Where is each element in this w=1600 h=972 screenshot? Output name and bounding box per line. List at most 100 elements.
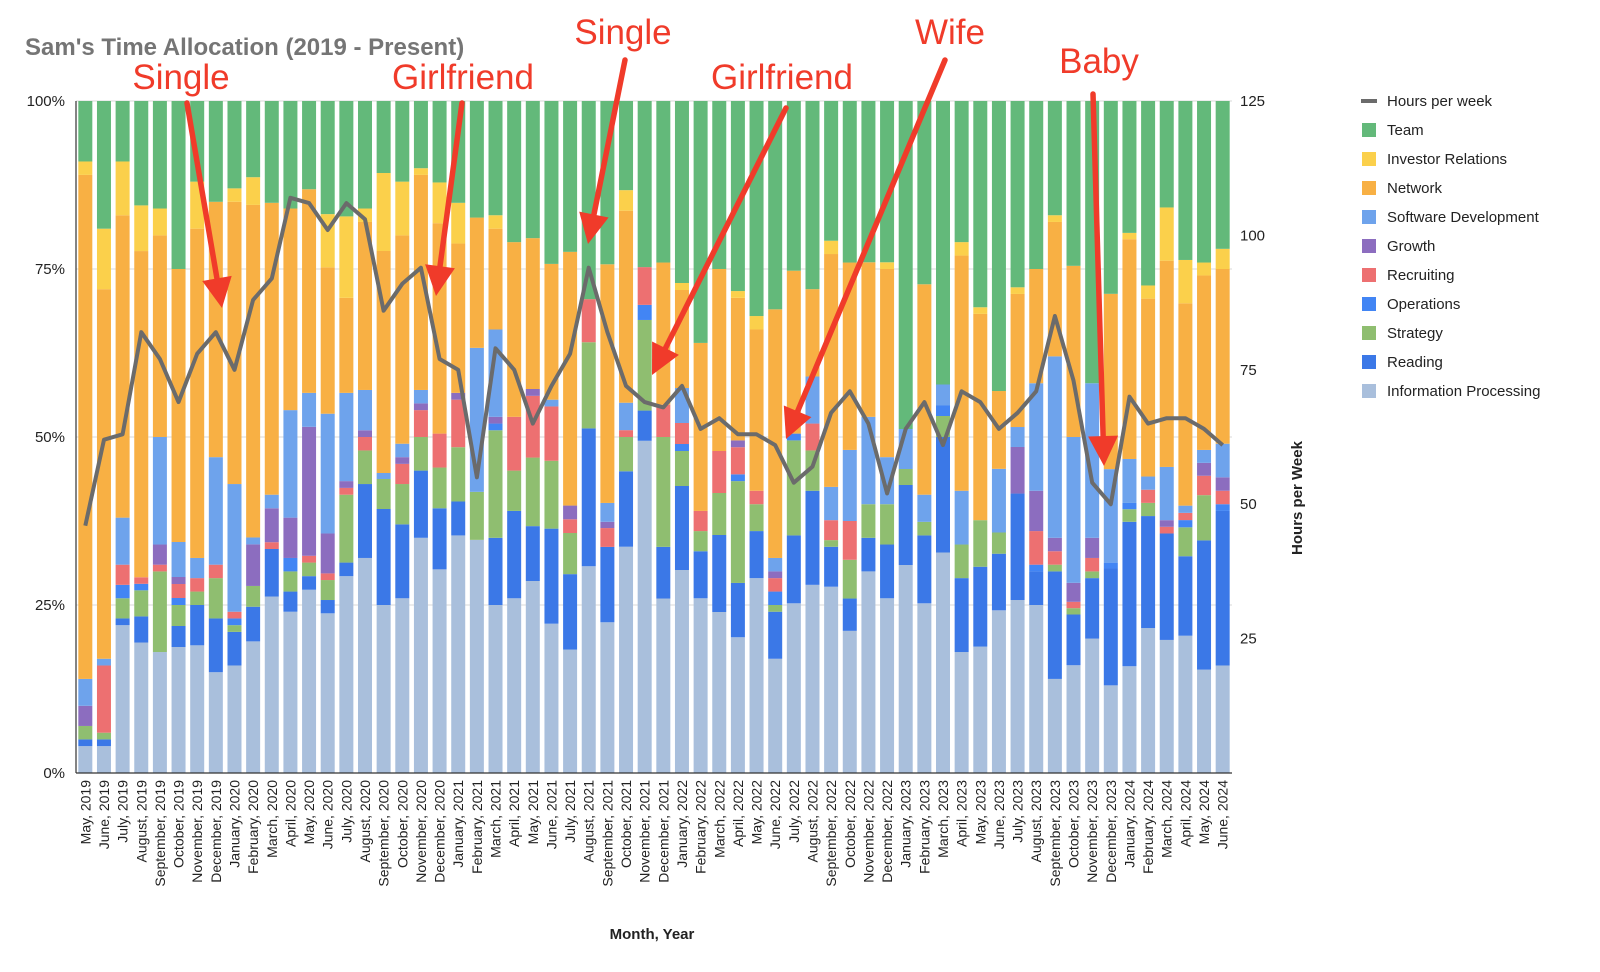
- bar-segment-team: [302, 101, 317, 190]
- bar-segment-software-development: [619, 402, 634, 431]
- x-tick-label: March, 2022: [711, 780, 727, 858]
- legend-swatch: [1362, 384, 1376, 398]
- x-tick-label: April, 2022: [730, 780, 746, 847]
- bar-segment-strategy: [302, 562, 317, 577]
- bar-segment-strategy: [637, 319, 652, 411]
- bar-segment-strategy: [246, 585, 261, 607]
- bar-segment-operations: [1103, 562, 1118, 569]
- legend-label-strategy: Strategy: [1387, 325, 1443, 342]
- bar-segment-growth: [320, 533, 335, 574]
- bar-segment-team: [824, 101, 839, 241]
- x-tick-label: September, 2021: [599, 780, 615, 887]
- bar-segment-reading: [805, 490, 820, 585]
- bar-segment-team: [246, 101, 261, 178]
- bar-segment-team: [1178, 101, 1193, 260]
- bar-segment-team: [898, 101, 913, 429]
- annotation-girlfriend: Girlfriend: [711, 58, 853, 97]
- bar-segment-investor-relations: [395, 181, 410, 236]
- x-tick-label: January, 2020: [227, 780, 243, 868]
- bar-segment-investor-relations: [973, 307, 988, 314]
- bar-segment-network: [320, 267, 335, 414]
- right-tick-label: 100: [1240, 227, 1265, 244]
- x-tick-label: August, 2021: [581, 780, 597, 863]
- x-tick-label: July, 2023: [1010, 780, 1026, 843]
- legend-swatch: [1362, 123, 1376, 137]
- bar-segment-investor-relations: [115, 161, 130, 216]
- bar-segment-information-processing: [805, 584, 820, 773]
- x-tick-label: June, 2022: [767, 780, 783, 849]
- bar-segment-software-development: [600, 502, 615, 522]
- bar-segment-team: [190, 101, 205, 182]
- x-tick-label: November, 2021: [637, 780, 653, 883]
- bar-segment-recruiting: [1066, 601, 1081, 609]
- bar-segment-network: [730, 297, 745, 441]
- annotations: Single Girlfriend Single Girlfriend Wife Baby: [132, 13, 1139, 466]
- bar-segment-investor-relations: [1178, 259, 1193, 304]
- bar-segment-reading: [507, 510, 522, 599]
- bar-segment-information-processing: [1085, 638, 1100, 773]
- bar-segment-strategy: [917, 521, 932, 536]
- bar-segment-reading: [898, 485, 913, 565]
- bar-segment-growth: [451, 392, 466, 400]
- x-tick-label: June, 2023: [991, 780, 1007, 849]
- bar-segment-investor-relations: [413, 168, 428, 175]
- bar-segment-investor-relations: [674, 283, 689, 290]
- bar-segment-operations: [488, 423, 503, 431]
- annotation-single: Single: [132, 58, 229, 97]
- bar-segment-information-processing: [600, 622, 615, 773]
- bar-segment-recruiting: [637, 267, 652, 305]
- bar-segment-information-processing: [619, 546, 634, 773]
- bar-segment-network: [469, 217, 484, 348]
- bar-segment-software-development: [824, 486, 839, 521]
- bar-segment-team: [563, 101, 578, 252]
- bar-segment-investor-relations: [880, 262, 895, 269]
- bar-segment-growth: [730, 440, 745, 448]
- bar-segment-network: [544, 263, 559, 400]
- bar-segment-information-processing: [190, 645, 205, 773]
- bar-segment-reading: [96, 739, 111, 747]
- bar-segment-strategy: [656, 437, 671, 547]
- bar-segment-information-processing: [674, 570, 689, 773]
- bar-segment-network: [656, 262, 671, 405]
- bar-segment-software-development: [1197, 449, 1212, 463]
- bar-segment-network: [1010, 293, 1025, 428]
- bar-segment-team: [1103, 101, 1118, 294]
- bar-segment-reading: [190, 605, 205, 646]
- right-axis-title: Hours per Week: [1289, 440, 1306, 555]
- bar-segment-team: [115, 101, 130, 162]
- bar-segment-recruiting: [600, 528, 615, 547]
- bar-segment-reading: [451, 501, 466, 536]
- bar-segment-information-processing: [1029, 605, 1044, 773]
- bar-segment-team: [507, 101, 522, 243]
- bar-segment-investor-relations: [1010, 287, 1025, 294]
- left-tick-label: 0%: [43, 765, 65, 782]
- bar-segment-recruiting: [152, 564, 167, 572]
- bar-segment-software-development: [152, 437, 167, 545]
- bar-segment-recruiting: [451, 399, 466, 448]
- bar-segment-reading: [320, 600, 335, 614]
- bar-segment-reading: [264, 549, 279, 597]
- bar-segment-team: [973, 101, 988, 308]
- right-tick-label: 125: [1240, 93, 1265, 110]
- bar-segment-reading: [1215, 510, 1230, 666]
- bar-segment-investor-relations: [749, 316, 764, 330]
- bar-segment-strategy: [171, 605, 186, 626]
- bar-segment-team: [842, 101, 857, 263]
- bar-segment-strategy: [898, 469, 913, 485]
- bar-segment-software-development: [78, 678, 93, 706]
- bar-segment-growth: [171, 577, 186, 584]
- bar-segment-information-processing: [1197, 669, 1212, 773]
- bar-segment-information-processing: [544, 623, 559, 773]
- bar-segment-growth: [264, 508, 279, 543]
- bar-segment-investor-relations: [152, 208, 167, 236]
- annotation-arrow-head: [425, 264, 455, 296]
- bar-segment-recruiting: [208, 564, 223, 579]
- x-tick-label: January, 2024: [1122, 780, 1138, 868]
- bar-segment-network: [805, 289, 820, 377]
- bar-segment-recruiting: [563, 519, 578, 533]
- bar-segment-information-processing: [302, 589, 317, 773]
- x-tick-label: February, 2020: [245, 780, 261, 874]
- bar-segment-information-processing: [78, 746, 93, 773]
- bar-segment-investor-relations: [954, 242, 969, 256]
- bar-segment-team: [768, 101, 783, 310]
